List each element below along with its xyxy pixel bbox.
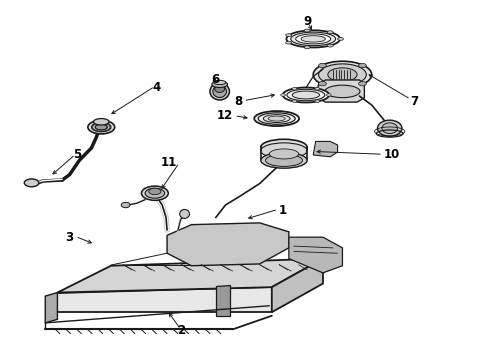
Text: 10: 10: [384, 148, 400, 162]
Polygon shape: [45, 293, 57, 323]
Ellipse shape: [212, 81, 227, 87]
Ellipse shape: [304, 29, 310, 32]
Polygon shape: [272, 258, 323, 312]
Text: 9: 9: [303, 14, 312, 27]
Ellipse shape: [261, 139, 307, 155]
Ellipse shape: [95, 124, 107, 130]
Ellipse shape: [88, 120, 115, 134]
Ellipse shape: [318, 82, 326, 86]
Ellipse shape: [268, 116, 285, 121]
Text: 11: 11: [161, 156, 177, 169]
Ellipse shape: [313, 61, 372, 88]
Ellipse shape: [266, 154, 302, 166]
Text: 5: 5: [74, 148, 82, 162]
Ellipse shape: [318, 63, 326, 68]
Text: 4: 4: [152, 81, 161, 94]
Ellipse shape: [292, 100, 297, 102]
Text: 3: 3: [65, 231, 74, 244]
Ellipse shape: [286, 34, 292, 37]
Ellipse shape: [338, 37, 343, 40]
Ellipse shape: [254, 111, 299, 126]
Ellipse shape: [295, 34, 331, 44]
Ellipse shape: [121, 202, 130, 208]
Text: 8: 8: [234, 95, 243, 108]
Ellipse shape: [270, 149, 298, 159]
Ellipse shape: [258, 113, 295, 124]
Polygon shape: [57, 287, 272, 312]
Ellipse shape: [382, 123, 397, 134]
Ellipse shape: [215, 85, 224, 93]
Ellipse shape: [326, 94, 331, 96]
Ellipse shape: [328, 68, 357, 81]
Ellipse shape: [325, 85, 360, 98]
Ellipse shape: [292, 87, 297, 90]
Ellipse shape: [287, 30, 340, 48]
Ellipse shape: [180, 210, 190, 219]
Ellipse shape: [261, 143, 307, 158]
Text: 6: 6: [211, 73, 219, 86]
Polygon shape: [313, 141, 338, 157]
Text: 12: 12: [217, 109, 233, 122]
Text: 1: 1: [279, 204, 287, 217]
Ellipse shape: [327, 31, 333, 33]
Ellipse shape: [214, 80, 226, 85]
Polygon shape: [167, 223, 289, 266]
Polygon shape: [216, 285, 230, 316]
Ellipse shape: [291, 32, 336, 46]
Text: 7: 7: [411, 95, 419, 108]
Ellipse shape: [286, 41, 292, 44]
Polygon shape: [289, 237, 343, 273]
Ellipse shape: [359, 82, 367, 86]
Ellipse shape: [283, 87, 329, 103]
Ellipse shape: [142, 186, 168, 201]
Ellipse shape: [145, 188, 165, 198]
Ellipse shape: [315, 87, 320, 90]
Polygon shape: [318, 80, 365, 102]
Ellipse shape: [301, 36, 325, 42]
Ellipse shape: [149, 188, 161, 195]
Text: 2: 2: [177, 324, 185, 337]
Ellipse shape: [210, 83, 229, 100]
Ellipse shape: [377, 120, 402, 136]
Polygon shape: [57, 258, 323, 293]
Ellipse shape: [24, 179, 39, 187]
Ellipse shape: [261, 153, 307, 168]
Ellipse shape: [359, 63, 367, 68]
Ellipse shape: [304, 46, 310, 49]
Ellipse shape: [92, 122, 111, 132]
Ellipse shape: [292, 91, 319, 99]
Ellipse shape: [315, 100, 320, 102]
Ellipse shape: [213, 85, 226, 98]
Ellipse shape: [318, 64, 367, 85]
Ellipse shape: [263, 114, 290, 122]
Ellipse shape: [327, 44, 333, 47]
Ellipse shape: [281, 94, 286, 96]
Ellipse shape: [287, 89, 325, 101]
Ellipse shape: [94, 118, 109, 125]
